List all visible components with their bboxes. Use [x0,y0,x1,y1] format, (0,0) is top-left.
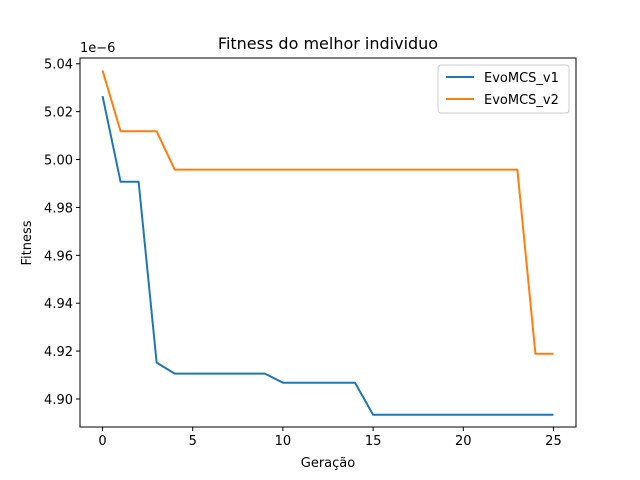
series-line-evomcs-v2 [101,70,554,355]
legend: EvoMCS_v1 EvoMCS_v2 [437,64,570,114]
y-axis-offset-label: 1e−6 [80,41,115,56]
x-tick-label: 10 [275,434,292,449]
y-axis-label: Fitness [20,220,35,265]
x-tick-label: 25 [545,434,562,449]
legend-label: EvoMCS_v2 [484,93,559,108]
y-tick-label: 4.98 [44,201,73,216]
y-tick-label: 4.90 [44,393,73,408]
x-tick-label: 0 [98,434,106,449]
y-tick-label: 4.92 [44,345,73,360]
y-tick-label: 4.94 [44,297,73,312]
y-tick-label: 4.96 [44,249,73,264]
y-tick-label: 5.02 [44,106,73,121]
x-tick-label: 5 [189,434,197,449]
plot-frame [79,57,577,428]
x-tick-label: 15 [365,434,382,449]
y-axis-ticks: 4.90 4.92 4.94 4.96 4.98 5.00 5.02 5.04 [44,58,80,408]
x-axis-ticks: 0 5 10 15 20 25 [98,427,562,449]
y-tick-label: 5.00 [44,154,73,169]
series-line-evomcs-v1 [101,95,554,416]
legend-label: EvoMCS_v1 [484,71,559,86]
y-tick-label: 5.04 [44,58,73,73]
x-tick-label: 20 [455,434,472,449]
chart-title: Fitness do melhor individuo [218,34,438,53]
series-layer [101,70,554,416]
x-axis-label: Geração [301,456,355,471]
